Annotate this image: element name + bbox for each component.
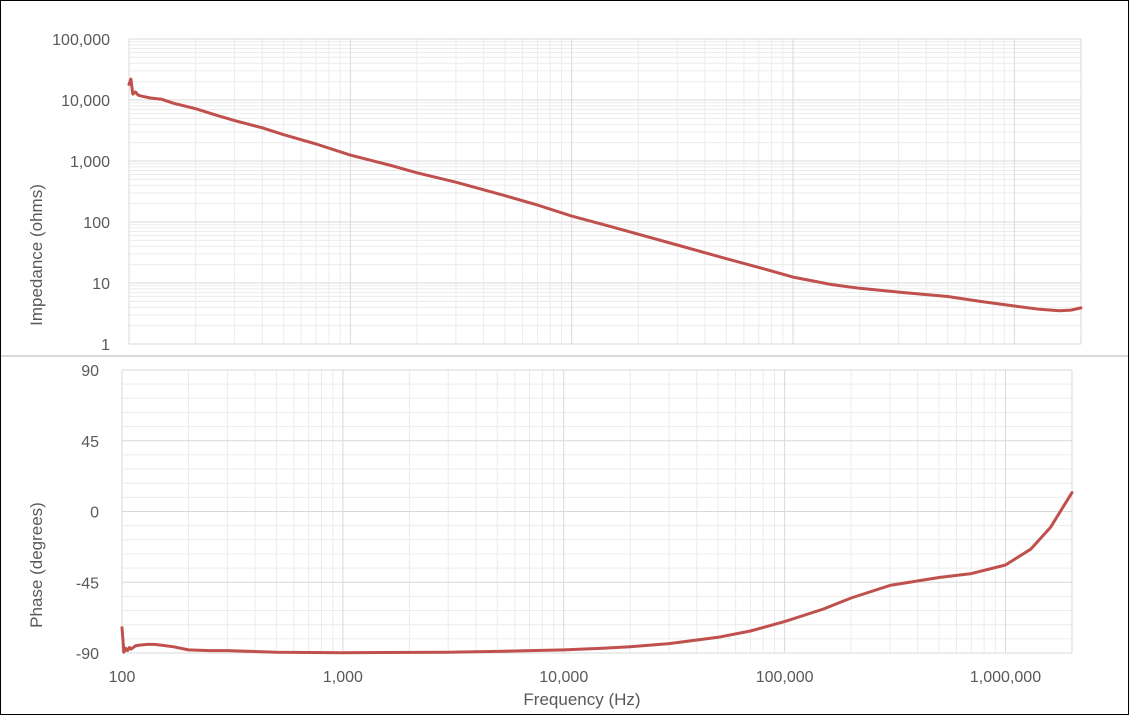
phase-y-axis-ticks: -90 -45 0 45 90: [76, 363, 99, 663]
impedance-y-tick-label: 1: [101, 337, 110, 354]
phase-y-axis-label: Phase (degrees): [27, 502, 46, 628]
impedance-y-tick-label: 100,000: [52, 32, 110, 49]
impedance-plot-grid: [128, 38, 1082, 345]
phase-plot-grid: [121, 369, 1073, 654]
phase-series-line: [120, 491, 1074, 655]
impedance-y-tick-label: 10,000: [61, 93, 110, 110]
chart-divider: [1, 355, 1128, 357]
frequency-x-axis-ticks: 100 1,000 10,000 100,000 1,000,000: [109, 669, 1042, 686]
frequency-x-tick-label: 100,000: [756, 669, 814, 686]
impedance-y-axis-label: Impedance (ohms): [27, 184, 46, 326]
impedance-series: [127, 77, 1083, 313]
phase-y-tick-label: -90: [76, 646, 99, 663]
impedance-y-tick-label: 1,000: [70, 154, 110, 171]
frequency-x-tick-label: 100: [109, 669, 136, 686]
impedance-y-tick-label: 100: [83, 215, 110, 232]
frequency-x-tick-label: 1,000,000: [970, 669, 1041, 686]
phase-y-tick-label: 0: [90, 505, 99, 522]
frequency-x-tick-label: 1,000: [323, 669, 363, 686]
impedance-y-tick-label: 10: [92, 276, 110, 293]
phase-series: [120, 491, 1074, 655]
impedance-y-axis-ticks: 1 10 100 1,000 10,000 100,000: [52, 32, 110, 354]
frequency-x-tick-label: 10,000: [539, 669, 588, 686]
phase-y-tick-label: -45: [76, 575, 99, 592]
impedance-series-line: [127, 77, 1083, 313]
phase-y-tick-label: 90: [81, 363, 99, 380]
phase-y-tick-label: 45: [81, 434, 99, 451]
frequency-x-axis-label: Frequency (Hz): [523, 690, 640, 709]
